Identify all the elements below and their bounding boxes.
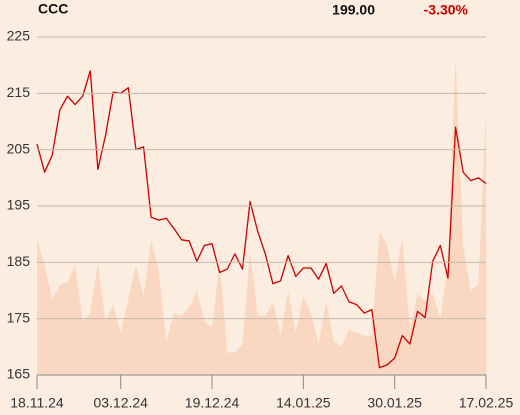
chart-title: CCC <box>38 1 68 17</box>
x-tick-label: 19.12.24 <box>185 395 240 411</box>
x-tick-label: 17.02.25 <box>459 395 514 411</box>
y-tick-label: 205 <box>7 140 31 156</box>
x-tick-label: 03.12.24 <box>93 395 148 411</box>
y-tick-label: 185 <box>7 253 31 269</box>
y-tick-label: 175 <box>7 309 31 325</box>
y-tick-label: 195 <box>7 197 31 213</box>
x-tick-label: 18.11.24 <box>10 395 64 411</box>
y-tick-label: 215 <box>7 84 31 100</box>
x-tick-label: 14.01.25 <box>276 395 331 411</box>
x-tick-label: 30.01.25 <box>367 395 422 411</box>
change: -3.30% <box>424 2 469 18</box>
volume-area <box>37 56 486 375</box>
price: 199.00 <box>332 2 375 18</box>
y-tick-label: 165 <box>7 366 31 382</box>
y-tick-label: 225 <box>7 28 31 44</box>
price-line <box>36 70 487 369</box>
